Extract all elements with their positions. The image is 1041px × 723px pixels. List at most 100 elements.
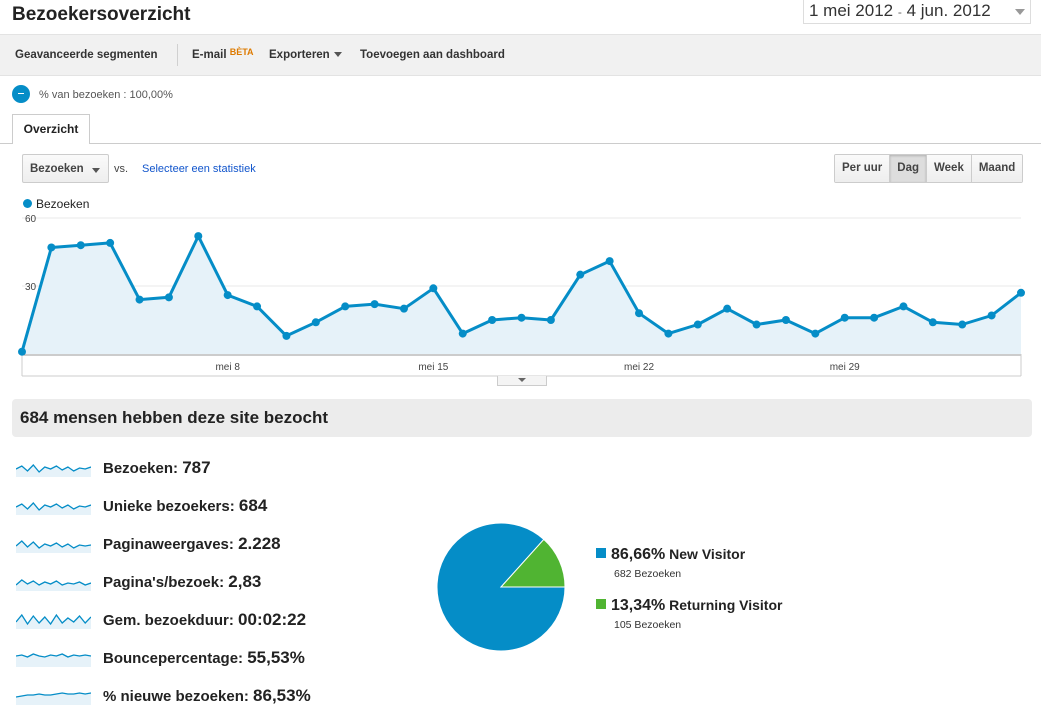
period-week-button[interactable]: Week (926, 155, 971, 182)
date-range-picker[interactable]: 1 mei 2012 - 4 jun. 2012 (803, 0, 1031, 24)
pie-slice-returning-visitor[interactable] (499, 538, 566, 588)
metric-label: Gem. bezoekduur: 00:02:22 (103, 610, 306, 630)
export-button[interactable]: Exporteren (269, 49, 342, 61)
legend-dot-icon (23, 199, 32, 209)
period-month-button[interactable]: Maand (970, 155, 1023, 182)
legend-series-name: Bezoeken (36, 197, 90, 211)
advanced-segments-button[interactable]: Geavanceerde segmenten (15, 49, 158, 61)
y-tick-label: 60 (25, 214, 37, 225)
chevron-down-icon (1015, 9, 1025, 15)
x-tick-label: mei 22 (624, 362, 654, 373)
metric-value: 787 (182, 458, 211, 477)
sparkline-icon (16, 540, 91, 553)
pie-legend-returning-visitor: 13,34% Returning Visitor 105 Bezoeken (596, 597, 782, 631)
summary-heading: 684 mensen hebben deze site bezocht (12, 399, 1032, 437)
email-button[interactable]: E-mail BÈTA (192, 47, 254, 61)
data-point[interactable] (311, 318, 320, 327)
returning-visitor-label: Returning Visitor (669, 597, 783, 613)
x-tick-label: mei 8 (215, 362, 240, 373)
metric-row[interactable]: Bouncepercentage: 55,53% (16, 643, 416, 673)
data-point[interactable] (958, 320, 967, 329)
chart-resize-handle[interactable] (497, 376, 547, 386)
metric-row[interactable]: % nieuwe bezoeken: 86,53% (16, 681, 416, 711)
pie-slice-new-visitor[interactable] (436, 522, 566, 652)
data-point[interactable] (664, 329, 673, 338)
data-point[interactable] (106, 238, 115, 247)
new-visitor-count: 682 Bezoeken (614, 568, 682, 580)
data-point[interactable] (1017, 288, 1025, 297)
data-point[interactable] (282, 331, 291, 340)
metric-label: Bezoeken: 787 (103, 458, 211, 478)
data-point[interactable] (811, 329, 820, 338)
period-hourly-button[interactable]: Per uur (835, 155, 890, 182)
data-point[interactable] (546, 316, 555, 324)
data-point[interactable] (370, 300, 379, 309)
sparkline-icon (16, 692, 91, 705)
sparkline-icon (16, 613, 91, 629)
data-point[interactable] (458, 329, 467, 338)
series-area (22, 236, 1021, 354)
metric-row[interactable]: Bezoeken: 787 (16, 453, 416, 483)
sparkline-icon (16, 579, 91, 591)
data-point[interactable] (223, 291, 232, 300)
data-point[interactable] (429, 284, 438, 293)
metric-row[interactable]: Unieke bezoekers: 684 (16, 491, 416, 521)
new-visitor-label: New Visitor (669, 546, 746, 562)
data-point[interactable] (928, 318, 937, 327)
data-point[interactable] (987, 311, 996, 320)
tab-divider (0, 143, 1041, 144)
pie-legend-new-visitor: 86,66% New Visitor 682 Bezoeken (596, 546, 745, 580)
data-point[interactable] (752, 320, 761, 329)
data-point[interactable] (253, 302, 262, 311)
line-chart[interactable]: 30 60 mei 8 mei 15 mei 22 mei 29 (0, 208, 1041, 378)
y-tick-label: 30 (25, 282, 37, 293)
add-to-dashboard-button[interactable]: Toevoegen aan dashboard (360, 49, 505, 61)
data-point[interactable] (47, 243, 56, 252)
visitor-type-pie-chart[interactable] (435, 521, 567, 653)
data-point[interactable] (517, 313, 526, 322)
data-point[interactable] (899, 302, 908, 311)
tab-overview[interactable]: Overzicht (12, 114, 90, 144)
date-start: 1 mei 2012 (809, 1, 894, 20)
data-point[interactable] (194, 232, 203, 241)
data-point[interactable] (781, 316, 790, 324)
data-point[interactable] (399, 304, 408, 313)
caret-down-icon (92, 168, 100, 173)
metric-label: Pagina's/bezoek: 2,83 (103, 572, 261, 592)
returning-visitor-count: 105 Bezoeken (614, 619, 682, 631)
data-point[interactable] (635, 309, 644, 318)
beta-badge: BÈTA (229, 47, 254, 57)
metric-name: Bezoeken: (103, 460, 179, 477)
data-point[interactable] (605, 257, 614, 266)
period-day-button[interactable]: Dag (889, 155, 926, 182)
metric-name: Unieke bezoekers: (103, 498, 235, 515)
metric-name: Bouncepercentage: (103, 650, 244, 667)
vs-label: vs. (114, 163, 129, 175)
data-point[interactable] (76, 241, 85, 250)
metric-select[interactable]: Bezoeken (22, 154, 109, 183)
export-label: Exporteren (269, 49, 330, 61)
metric-name: Gem. bezoekduur: (103, 612, 234, 629)
metric-select-value: Bezoeken (30, 163, 84, 175)
metric-row[interactable]: Gem. bezoekduur: 00:02:22 (16, 605, 416, 635)
email-label: E-mail (192, 49, 227, 61)
data-point[interactable] (693, 320, 702, 329)
metric-value: 55,53% (247, 648, 305, 667)
data-point[interactable] (488, 316, 497, 324)
data-point[interactable] (164, 293, 173, 302)
data-point[interactable] (341, 302, 350, 311)
data-point[interactable] (18, 347, 26, 356)
date-end: 4 jun. 2012 (906, 1, 991, 20)
select-metric-link[interactable]: Selecteer een statistiek (142, 163, 256, 175)
data-point[interactable] (135, 295, 144, 304)
metric-row[interactable]: Paginaweergaves: 2.228 (16, 529, 416, 559)
data-point[interactable] (870, 313, 879, 322)
metric-value: 86,53% (253, 686, 311, 705)
data-point[interactable] (723, 304, 732, 313)
chart-legend: Bezoeken (23, 197, 89, 211)
date-separator: - (897, 5, 902, 19)
metric-name: Paginaweergaves: (103, 536, 234, 553)
data-point[interactable] (840, 313, 849, 322)
data-point[interactable] (576, 270, 585, 279)
metric-row[interactable]: Pagina's/bezoek: 2,83 (16, 567, 416, 597)
